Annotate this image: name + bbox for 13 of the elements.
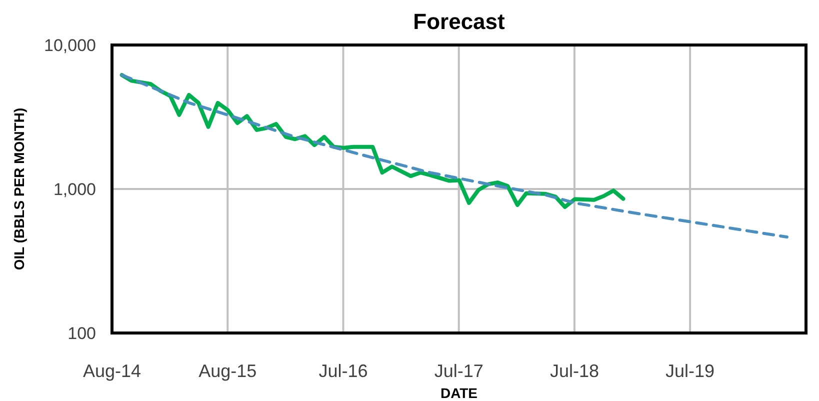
x-tick-label: Jul-18 [550,361,599,381]
x-tick-label: Jul-16 [318,361,368,381]
line-series [120,73,788,239]
y-tick-label: 10,000 [44,36,96,55]
x-tick-label: Jul-19 [666,361,715,381]
y-tick-label: 100 [68,324,96,343]
x-tick-label: Jul-17 [434,361,484,381]
y-tick-label: 1,000 [53,180,96,199]
x-axis-title: DATE [440,385,478,401]
x-tick-label: Aug-15 [198,361,257,381]
y-axis-title: OIL (BBLS PER MONTH) [11,108,27,270]
chart-title: Forecast [413,9,506,34]
x-tick-label: Aug-14 [82,361,142,381]
